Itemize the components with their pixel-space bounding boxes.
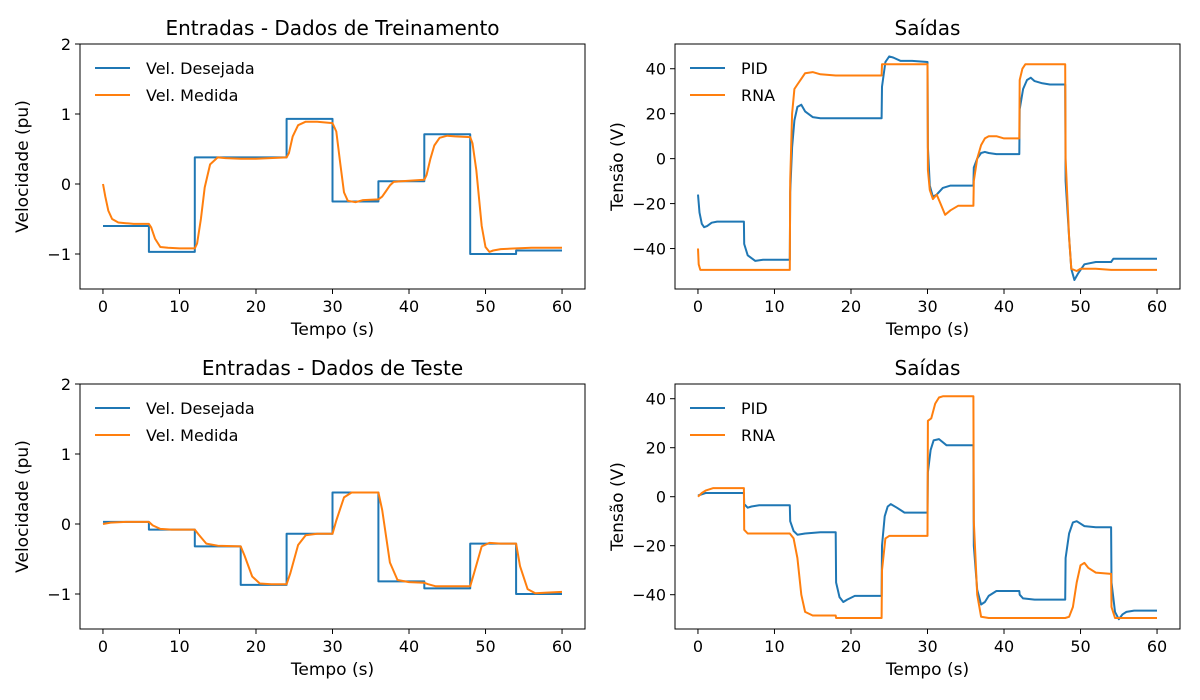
- train-outputs-ylabel: Tensão (V): [608, 122, 628, 212]
- test-inputs-xtick-label: 0: [98, 637, 108, 656]
- test-outputs-series-first-line: [697, 438, 1157, 621]
- train-outputs-ytick-label: 40: [646, 60, 666, 79]
- test-outputs-xtick-label: 60: [1147, 637, 1167, 656]
- test-inputs-xtick-label: 40: [399, 637, 419, 656]
- test-outputs-xtick-label: 10: [764, 637, 784, 656]
- test-inputs-ytick-label: 2: [61, 375, 71, 394]
- test-outputs-legend-label: PID: [741, 399, 768, 418]
- test-inputs-xtick-label: 10: [169, 637, 189, 656]
- train-inputs-ytick-label: 1: [61, 105, 71, 124]
- train-inputs-ytick-label: 2: [61, 35, 71, 54]
- test-inputs-ytick-label: 0: [61, 515, 71, 534]
- train-outputs-ytick-label: 20: [646, 105, 666, 124]
- test-inputs-ytick-label: 1: [61, 445, 71, 464]
- test-outputs-xtick-label: 50: [1070, 637, 1090, 656]
- test-outputs-ylabel: Tensão (V): [608, 462, 628, 552]
- train-outputs-ytick-label: −40: [632, 240, 666, 259]
- test-outputs-xtick-label: 40: [994, 637, 1014, 656]
- train-inputs-panel: 0 10 20 30 40 50 60 −1 0 1 2 Entradas - Dados de Tr…: [13, 16, 586, 340]
- train-inputs-title: Entradas - Dados de Treinamento: [165, 16, 499, 40]
- test-outputs-xtick-label: 30: [917, 637, 937, 656]
- train-outputs-xtick-label: 50: [1070, 297, 1090, 316]
- train-outputs-legend-label: RNA: [741, 86, 775, 105]
- train-inputs-xlabel: Tempo (s): [290, 320, 374, 340]
- train-outputs-xtick-label: 0: [693, 297, 703, 316]
- test-inputs-panel: 0 10 20 30 40 50 60 −1 0 1 2 Entradas - Dados de Te…: [13, 356, 586, 680]
- train-inputs-series-second-line: [102, 120, 562, 253]
- train-outputs-xtick-label: 30: [917, 297, 937, 316]
- train-outputs-xtick-label: 40: [994, 297, 1014, 316]
- test-inputs-ylabel: Velocidade (pu): [13, 440, 33, 573]
- test-inputs-series-first-line: [103, 491, 562, 595]
- train-inputs-xtick-label: 40: [399, 297, 419, 316]
- train-outputs-legend-label: PID: [741, 59, 768, 78]
- train-inputs-xtick-label: 30: [322, 297, 342, 316]
- train-inputs-legend-label: Vel. Medida: [146, 86, 238, 105]
- train-inputs-legend-label: Vel. Desejada: [146, 59, 255, 78]
- train-inputs-xtick-label: 60: [552, 297, 572, 316]
- test-outputs-xtick-label: 0: [693, 637, 703, 656]
- test-outputs-xlabel: Tempo (s): [885, 660, 969, 680]
- test-outputs-ytick-label: −40: [632, 586, 666, 605]
- train-inputs-series-first-line: [103, 117, 562, 255]
- train-inputs-xtick-label: 20: [246, 297, 266, 316]
- test-inputs-xtick-label: 60: [552, 637, 572, 656]
- train-inputs-xtick-label: 50: [475, 297, 495, 316]
- test-outputs-xtick-label: 20: [841, 637, 861, 656]
- test-inputs-legend-label: Vel. Medida: [146, 426, 238, 445]
- train-outputs-xtick-label: 60: [1147, 297, 1167, 316]
- train-inputs-ytick-label: 0: [61, 175, 71, 194]
- test-outputs-title: Saídas: [895, 356, 961, 380]
- test-inputs-legend-label: Vel. Desejada: [146, 399, 255, 418]
- test-outputs-ytick-label: 0: [656, 488, 666, 507]
- test-outputs-legend-label: RNA: [741, 426, 775, 445]
- test-inputs-xtick-label: 20: [246, 637, 266, 656]
- test-outputs-ytick-label: 20: [646, 439, 666, 458]
- test-outputs-ytick-label: −20: [632, 537, 666, 556]
- test-outputs-ytick-label: 40: [646, 390, 666, 409]
- test-inputs-xtick-label: 50: [475, 637, 495, 656]
- test-inputs-title: Entradas - Dados de Teste: [202, 356, 463, 380]
- test-outputs-series-second-line: [697, 395, 1157, 619]
- test-inputs-xlabel: Tempo (s): [290, 660, 374, 680]
- train-inputs-ytick-label: −1: [47, 245, 71, 264]
- test-inputs-series-second-line: [102, 491, 563, 595]
- train-inputs-xtick-label: 0: [98, 297, 108, 316]
- train-outputs-xtick-label: 10: [764, 297, 784, 316]
- train-outputs-title: Saídas: [895, 16, 961, 40]
- train-outputs-xlabel: Tempo (s): [885, 320, 969, 340]
- test-inputs-xtick-label: 30: [322, 637, 342, 656]
- test-outputs-panel: 0 10 20 30 40 50 60 −40 −20 0 20 40 Saídas Tempo (s) T…: [608, 356, 1181, 680]
- train-outputs-xtick-label: 20: [841, 297, 861, 316]
- test-inputs-ytick-label: −1: [47, 585, 71, 604]
- train-outputs-ytick-label: 0: [656, 150, 666, 169]
- train-inputs-xtick-label: 10: [169, 297, 189, 316]
- train-inputs-ylabel: Velocidade (pu): [13, 100, 33, 233]
- train-outputs-ytick-label: −20: [632, 195, 666, 214]
- train-outputs-panel: 0 10 20 30 40 50 60 −40 −20 0 20 40 Saídas Tempo (s) T…: [608, 16, 1181, 340]
- train-outputs-series-second-line: [697, 63, 1157, 272]
